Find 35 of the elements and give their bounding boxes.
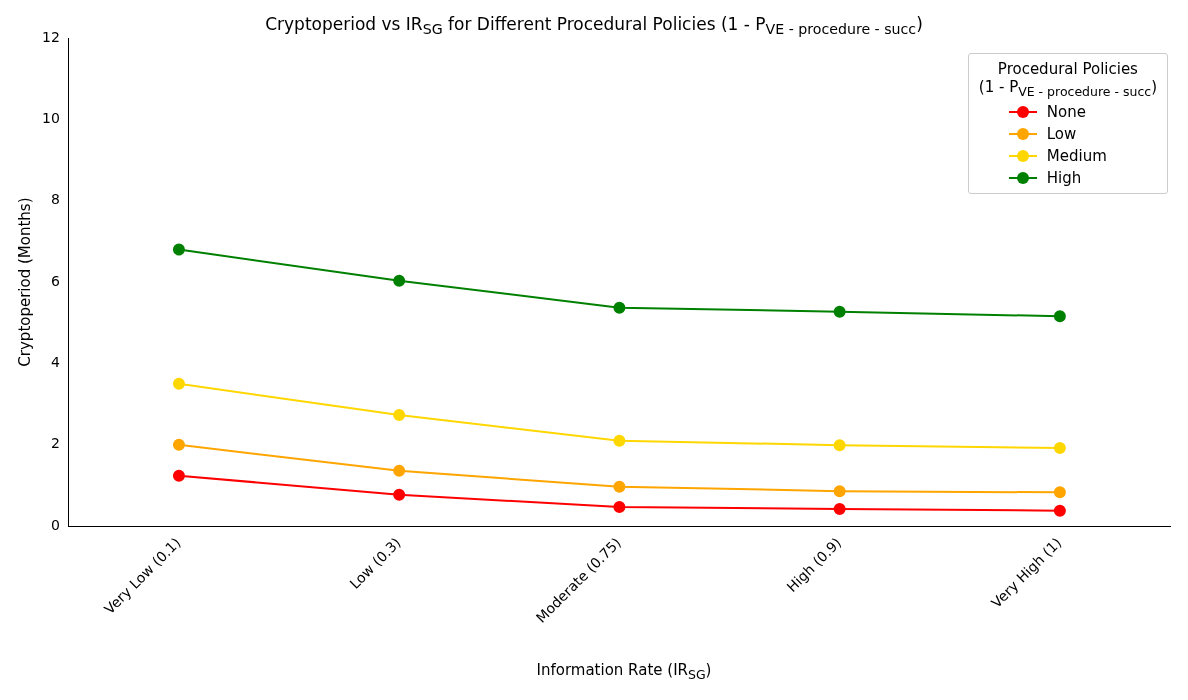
- y-tick-label: 6: [50, 272, 60, 289]
- point: [393, 464, 406, 477]
- point: [833, 503, 846, 516]
- point: [1053, 504, 1066, 517]
- x-axis-title: Information Rate (IR$_{SG}$): [535, 661, 713, 682]
- point: [613, 501, 626, 514]
- point: [393, 274, 406, 287]
- y-tick-label: 12: [41, 28, 60, 45]
- legend-label: High: [1046, 169, 1082, 187]
- point: [613, 301, 626, 314]
- y-tick-label: 4: [50, 354, 60, 371]
- point: [613, 480, 626, 493]
- legend-label: Low: [1046, 125, 1077, 143]
- y-tick-label: 8: [50, 191, 60, 208]
- point: [833, 439, 846, 452]
- point: [393, 409, 406, 422]
- point: [613, 434, 626, 447]
- y-tick-label: 2: [50, 435, 60, 452]
- legend-label: None: [1046, 103, 1086, 121]
- point: [833, 305, 846, 318]
- legend-label: Medium: [1046, 147, 1107, 165]
- point: [1053, 442, 1066, 455]
- point: [393, 488, 406, 501]
- chart-title: Cryptoperiod vs IR$_{SG}$ for Different Procedural Policies (1 - P$_{VE - procedure - succ}$): [265, 14, 923, 38]
- point: [172, 243, 185, 256]
- point: [172, 469, 185, 482]
- point: [1053, 486, 1066, 499]
- y-tick-label: 10: [41, 110, 60, 126]
- point: [833, 485, 846, 498]
- legend-title: Procedural Policies (1 - P$_{VE - procedure - succ}$): [978, 60, 1157, 99]
- y-axis-title: Cryptoperiod (Months): [15, 197, 34, 367]
- point: [172, 438, 185, 451]
- y-tick-label: 0: [50, 516, 60, 533]
- point: [172, 377, 185, 390]
- point: [1053, 310, 1066, 323]
